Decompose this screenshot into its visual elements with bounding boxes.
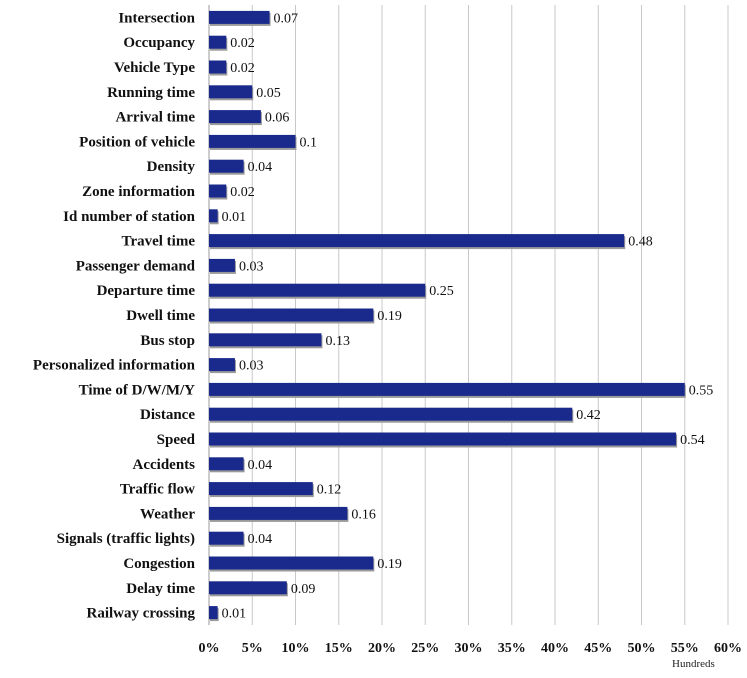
- data-label: 0.55: [689, 383, 714, 398]
- data-label: 0.07: [274, 11, 299, 26]
- bar: [209, 308, 374, 322]
- data-label: 0.06: [265, 111, 290, 126]
- bar: [209, 482, 313, 496]
- data-label: 0.25: [429, 284, 454, 299]
- gridlines: [208, 5, 729, 625]
- category-label: Vehicle Type: [114, 60, 195, 76]
- category-label: Weather: [140, 506, 195, 522]
- bar: [209, 85, 253, 99]
- category-label: Occupancy: [123, 35, 195, 51]
- category-label: Signals (traffic lights): [57, 531, 195, 547]
- data-label: 0.04: [248, 160, 273, 175]
- data-label: 0.02: [230, 36, 255, 51]
- bar: [209, 35, 227, 49]
- data-label: 0.13: [325, 334, 350, 349]
- category-label: Travel time: [122, 234, 196, 250]
- data-label: 0.01: [222, 607, 247, 622]
- category-label: Personalized information: [33, 358, 196, 374]
- category-label: Railway crossing: [87, 606, 196, 622]
- bar: [209, 184, 227, 198]
- data-label: 0.54: [680, 433, 705, 448]
- bar: [209, 432, 677, 446]
- data-label: 0.12: [317, 483, 342, 498]
- data-label: 0.01: [222, 210, 247, 225]
- x-tick-label: 15%: [325, 641, 353, 656]
- x-tick-label: 55%: [671, 641, 699, 656]
- data-label: 0.1: [300, 135, 318, 150]
- category-label: Running time: [107, 85, 195, 101]
- value-labels: 0.070.020.020.050.060.10.040.020.010.480…: [222, 11, 714, 621]
- bar: [209, 10, 270, 24]
- data-label: 0.16: [351, 507, 376, 522]
- x-tick-label: 45%: [584, 641, 612, 656]
- bar: [209, 457, 244, 471]
- bar: [209, 382, 685, 396]
- bar: [209, 556, 374, 570]
- x-tick-label: 5%: [242, 641, 263, 656]
- bar: [209, 581, 287, 595]
- bar: [209, 333, 322, 347]
- category-labels: Intersection Occupancy Vehicle Type Running…: [33, 10, 196, 621]
- x-tick-label: 60%: [714, 641, 742, 656]
- category-label: Distance: [140, 407, 195, 423]
- category-label: Speed: [157, 432, 196, 448]
- category-label: Density: [147, 159, 196, 175]
- category-label: Departure time: [97, 283, 196, 299]
- x-tick-label: 20%: [368, 641, 396, 656]
- bar: [209, 407, 573, 421]
- data-label: 0.48: [628, 235, 653, 250]
- bar: [209, 283, 426, 297]
- bar: [209, 258, 235, 272]
- category-label: Position of vehicle: [79, 134, 195, 150]
- category-label: Delay time: [126, 581, 195, 597]
- bar: [209, 110, 261, 124]
- data-label: 0.02: [230, 185, 255, 200]
- x-tick-label: 35%: [498, 641, 526, 656]
- data-label: 0.04: [248, 532, 273, 547]
- data-label: 0.02: [230, 61, 255, 76]
- bar: [209, 606, 218, 620]
- bars: [209, 10, 686, 622]
- x-tick-label: 50%: [628, 641, 656, 656]
- data-label: 0.42: [576, 408, 601, 423]
- bar: [209, 531, 244, 545]
- x-tick-label: 30%: [455, 641, 483, 656]
- category-label: Bus stop: [140, 333, 195, 349]
- data-label: 0.03: [239, 259, 264, 274]
- x-tick-label: 25%: [411, 641, 439, 656]
- category-label: Intersection: [118, 10, 195, 26]
- data-label: 0.05: [256, 86, 281, 101]
- bar: [209, 159, 244, 173]
- bar: [209, 234, 625, 248]
- bar: [209, 134, 296, 148]
- category-label: Passenger demand: [76, 258, 196, 274]
- category-label: Dwell time: [126, 308, 195, 324]
- data-label: 0.03: [239, 359, 264, 374]
- data-label: 0.04: [248, 458, 273, 473]
- bar: [209, 358, 235, 372]
- category-label: Arrival time: [115, 110, 195, 126]
- category-label: Accidents: [133, 457, 196, 473]
- category-label: Congestion: [123, 556, 195, 572]
- x-axis-unit-label: Hundreds: [672, 658, 715, 670]
- bar: [209, 506, 348, 520]
- category-label: Zone information: [82, 184, 196, 200]
- bar: [209, 60, 227, 74]
- x-axis-ticks: 0% 5% 10% 15% 20% 25% 30% 35% 40% 45% 50% 55% 60%: [199, 641, 743, 656]
- x-tick-label: 10%: [282, 641, 310, 656]
- x-tick-label: 0%: [199, 641, 220, 656]
- bar: [209, 209, 218, 223]
- data-label: 0.09: [291, 582, 316, 597]
- category-label: Id number of station: [63, 209, 195, 225]
- data-label: 0.19: [377, 309, 402, 324]
- data-label: 0.19: [377, 557, 402, 572]
- x-tick-label: 40%: [541, 641, 569, 656]
- category-label: Time of D/W/M/Y: [79, 382, 196, 398]
- category-label: Traffic flow: [120, 482, 195, 498]
